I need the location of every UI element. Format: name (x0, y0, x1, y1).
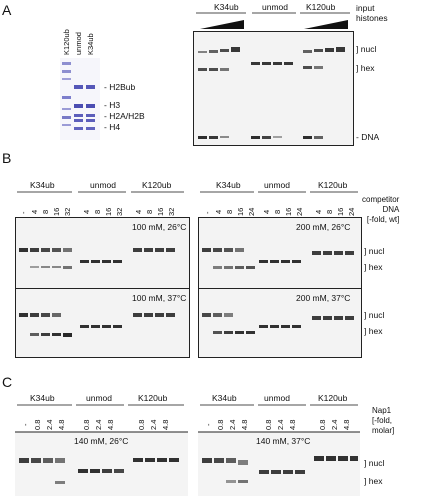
condition-label: 100 mM, 26°C (132, 222, 187, 232)
panel-b-letter: B (2, 150, 12, 166)
group-label: unmod (86, 393, 112, 403)
hex-label: ] hex (364, 262, 383, 272)
band-label-h4: - H4 (104, 122, 121, 132)
condition-label: 200 mM, 26°C (296, 222, 351, 232)
panel-c-letter: C (2, 374, 13, 390)
input-histones-label: input histones (356, 3, 388, 23)
group-label: unmod (264, 180, 290, 190)
competitor-dna-label: competitor DNA [-fold, wt] (362, 195, 400, 224)
group-label: K120ub (306, 2, 336, 12)
band-label-h3: - H3 (104, 100, 121, 110)
group-label: K120ub (318, 180, 348, 190)
dna-label: - DNA (356, 132, 380, 142)
group-label: unmod (262, 2, 288, 12)
group-label: K120ub (318, 393, 348, 403)
condition-label: 200 mM, 37°C (296, 293, 351, 303)
band-label-h2bub: - H2Bub (104, 82, 136, 92)
condition-label: 140 mM, 26°C (74, 436, 129, 446)
hex-label: ] hex (364, 476, 383, 486)
condition-label: 100 mM, 37°C (132, 293, 187, 303)
condition-label: 140 mM, 37°C (256, 436, 311, 446)
group-label: K34ub (214, 2, 239, 12)
nucl-label: ] nucl (356, 44, 377, 54)
hex-label: ] hex (364, 326, 383, 336)
group-label: K34ub (30, 393, 55, 403)
gel-b-200-37 (198, 288, 362, 358)
band-label-h2a-h2b: - H2A/H2B (104, 111, 145, 121)
group-label: K34ub (216, 180, 241, 190)
gel-b-100-37 (15, 288, 190, 358)
nucl-label: ] nucl (364, 246, 385, 256)
nucl-label: ] nucl (364, 310, 385, 320)
group-label: unmod (264, 393, 290, 403)
gel-c-140-26 (15, 432, 188, 496)
group-label: K34ub (212, 393, 237, 403)
group-label: K120ub (138, 393, 168, 403)
panel-a-letter: A (2, 2, 12, 18)
hex-label: ] hex (356, 63, 375, 73)
group-label: K120ub (142, 180, 172, 190)
group-label: unmod (90, 180, 116, 190)
group-label: K34ub (30, 180, 55, 190)
gel-c-140-37 (198, 432, 360, 496)
nap1-label: Nap1 [-fold, molar] (372, 406, 395, 435)
nucl-label: ] nucl (364, 458, 385, 468)
